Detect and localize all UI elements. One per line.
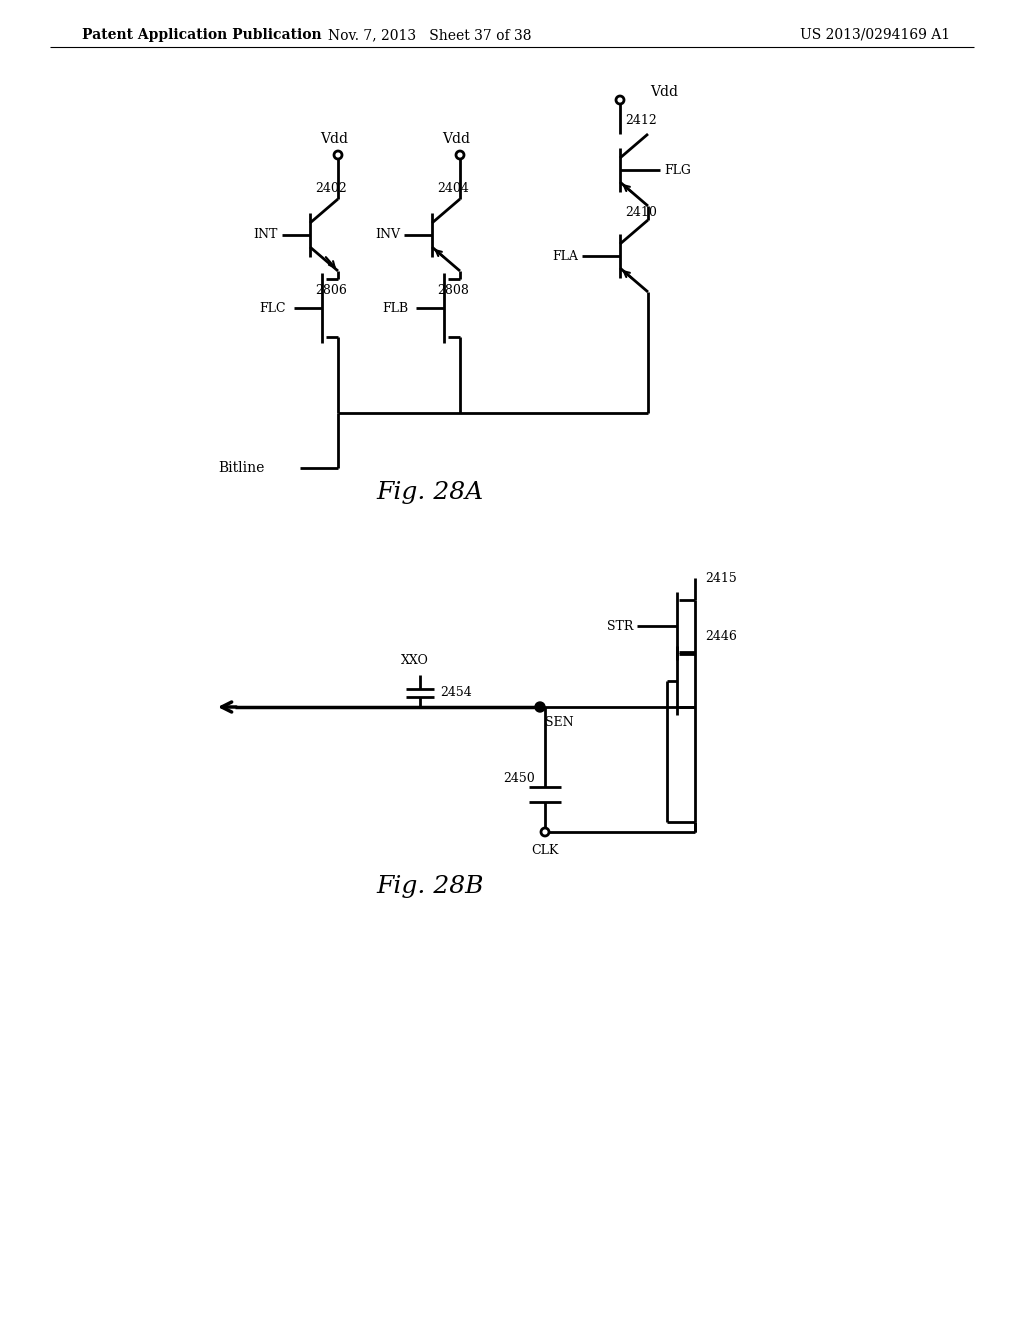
Text: Vdd: Vdd <box>442 132 470 147</box>
Text: 2808: 2808 <box>437 284 469 297</box>
Text: INT: INT <box>254 228 278 242</box>
Text: 2402: 2402 <box>315 182 347 195</box>
Circle shape <box>541 828 549 836</box>
Text: Vdd: Vdd <box>650 84 678 99</box>
Text: Fig. 28B: Fig. 28B <box>376 875 483 899</box>
Text: FLA: FLA <box>552 249 578 263</box>
Text: FLC: FLC <box>259 301 286 314</box>
Circle shape <box>334 150 342 158</box>
Text: FLB: FLB <box>382 301 408 314</box>
Circle shape <box>616 96 624 104</box>
Text: FLG: FLG <box>664 164 691 177</box>
Text: Nov. 7, 2013   Sheet 37 of 38: Nov. 7, 2013 Sheet 37 of 38 <box>329 28 531 42</box>
Text: US 2013/0294169 A1: US 2013/0294169 A1 <box>800 28 950 42</box>
Text: 2410: 2410 <box>625 206 656 219</box>
Text: SEN: SEN <box>545 717 573 730</box>
Text: 2450: 2450 <box>503 772 535 785</box>
Text: Vdd: Vdd <box>319 132 348 147</box>
Circle shape <box>535 702 545 711</box>
Text: Fig. 28A: Fig. 28A <box>377 482 483 504</box>
Text: 2404: 2404 <box>437 182 469 195</box>
Text: XXO: XXO <box>401 655 429 668</box>
Text: 2415: 2415 <box>705 572 736 585</box>
Text: 2806: 2806 <box>315 284 347 297</box>
Text: CLK: CLK <box>531 843 559 857</box>
Text: INV: INV <box>375 228 400 242</box>
Text: 2412: 2412 <box>625 114 656 127</box>
Text: Patent Application Publication: Patent Application Publication <box>82 28 322 42</box>
Circle shape <box>456 150 464 158</box>
Text: 2446: 2446 <box>705 631 737 644</box>
Text: 2454: 2454 <box>440 686 472 700</box>
Text: Bitline: Bitline <box>219 461 265 475</box>
Text: STR: STR <box>606 619 633 632</box>
